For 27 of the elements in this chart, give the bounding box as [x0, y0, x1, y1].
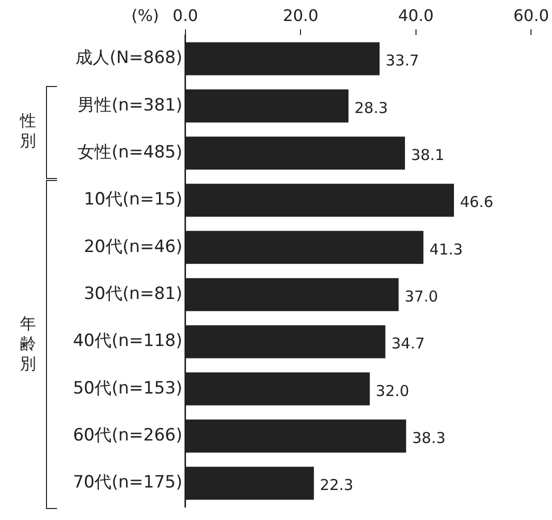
- y-tick-label: 70代(n=175): [72, 472, 182, 493]
- y-tick-label: 50代(n=153): [72, 378, 182, 398]
- data-label: 38.1: [410, 146, 444, 164]
- y-tick-label: 30代(n=81): [84, 284, 182, 304]
- data-label: 33.7: [386, 52, 420, 70]
- y-tick-label: 10代(n=15): [84, 190, 182, 210]
- y-tick-label: 成人(N=868): [76, 48, 182, 68]
- data-label: 32.0: [376, 382, 410, 400]
- y-tick-label: 60代(n=266): [72, 425, 182, 446]
- data-label: 22.3: [320, 476, 354, 494]
- text: 年齢別: [20, 314, 36, 374]
- y-tick-label: 40代(n=118): [72, 331, 182, 352]
- data-label: 46.6: [460, 193, 494, 212]
- text: 性別: [20, 111, 36, 152]
- x-tick-label: 0.0: [172, 6, 198, 25]
- data-label: 28.3: [354, 98, 388, 117]
- y-tick-label: 女性(n=485): [78, 142, 182, 163]
- data-label: 37.0: [404, 287, 438, 306]
- x-axis-title: (%): [131, 6, 160, 25]
- data-label: 34.7: [391, 334, 425, 353]
- data-label: 38.3: [412, 428, 446, 447]
- y-tick-label: 20代(n=46): [84, 236, 182, 257]
- x-tick-label: 20.0: [282, 6, 318, 25]
- y-tick-label: 男性(n=381): [78, 95, 182, 116]
- data-label: 41.3: [429, 240, 463, 258]
- x-tick-label: 40.0: [398, 6, 434, 25]
- x-tick-label: 60.0: [513, 6, 549, 25]
